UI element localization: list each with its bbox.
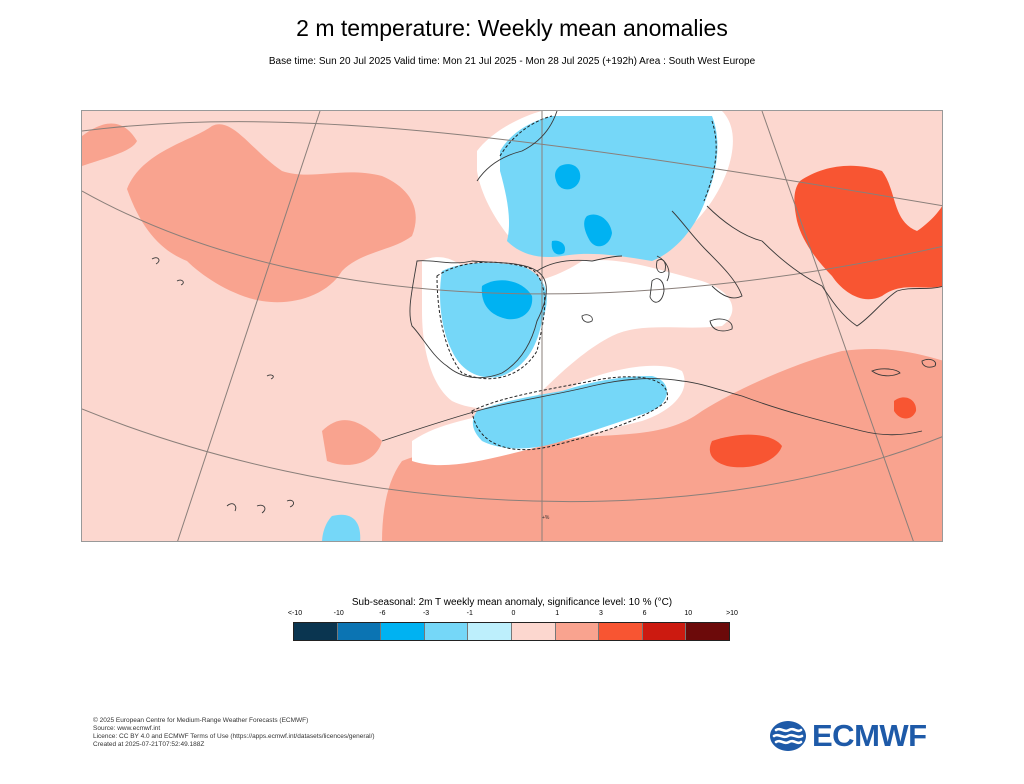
legend-bin: [555, 623, 600, 640]
ecmwf-logo-icon: [770, 721, 806, 751]
map-point-label: +%: [542, 515, 550, 521]
coastline-sicily: [709, 318, 733, 332]
cool-region-north-africa: [472, 376, 667, 449]
cool-core-france-1: [555, 164, 581, 190]
legend-bin: [468, 623, 512, 640]
legend-bin: [511, 623, 556, 640]
graticule-lon-east: [761, 111, 914, 541]
coastline-cyprus: [921, 358, 937, 368]
coastline-north-africa: [381, 378, 923, 442]
cool-core-france-2: [584, 214, 612, 247]
legend-tick-label: 3: [598, 610, 603, 617]
graticule-lat-south: [82, 408, 942, 503]
coastline-crete: [871, 368, 901, 377]
coastline-iberia: [409, 260, 547, 379]
coastline-balkans: [761, 240, 942, 327]
legend-tick-label: 1: [555, 610, 560, 617]
coastline-mallorca: [581, 314, 593, 323]
legend-tick-label: -3: [422, 610, 430, 617]
graticule-lat-mid: [82, 190, 942, 295]
legend-colorbar: [293, 622, 730, 641]
legend-bin: [686, 623, 729, 640]
legend-tick-label: 6: [642, 610, 647, 617]
coastline-canary-islands: [226, 499, 294, 514]
coastline-adriatic: [706, 205, 763, 242]
ecmwf-logo-text: ECMWF: [812, 718, 927, 753]
legend-tick-label: 10: [684, 610, 693, 617]
atlantic-warm-region: [127, 124, 416, 303]
libya-warm-patch: [709, 434, 782, 468]
coastline-france: [476, 111, 623, 272]
legend-tick-label: -10: [333, 610, 344, 617]
legend-bin: [337, 623, 382, 640]
cool-core-central-france: [551, 240, 566, 255]
footer-created: Created at 2025-07-21T07:52:49.188Z: [93, 741, 205, 748]
map-panel: +%: [81, 110, 943, 542]
legend-title: Sub-seasonal: 2m T weekly mean anomaly, …: [351, 597, 673, 608]
chart-subtitle: Base time: Sun 20 Jul 2025 Valid time: M…: [268, 56, 756, 67]
legend-tick-label: -6: [379, 610, 386, 617]
cool-region-france-germany: [500, 116, 718, 261]
east-med-warm-patch: [894, 397, 917, 419]
significance-contour-north: [499, 115, 717, 202]
cool-region-morocco-coast: [322, 514, 361, 541]
graticule-lon-west: [177, 111, 321, 541]
footer-source: Source: www.ecmwf.int: [93, 725, 161, 732]
coastline-sardinia: [649, 278, 665, 303]
cool-core-iberia: [481, 280, 533, 320]
legend-bin: [294, 623, 338, 640]
legend-bin: [599, 623, 643, 640]
coastline-italy: [656, 210, 743, 299]
legend-tick-label: 0: [511, 610, 516, 617]
coastline-corsica: [656, 259, 666, 273]
footer-copyright: © 2025 European Centre for Medium-Range …: [93, 717, 309, 724]
legend-tick-label: -1: [466, 610, 473, 617]
balkans-warm-region: [794, 165, 942, 300]
legend-tick-label: <-10: [287, 610, 303, 617]
legend-bin: [424, 623, 469, 640]
chart-title: 2 m temperature: Weekly mean anomalies: [296, 15, 728, 41]
graticule: [82, 111, 942, 541]
legend-ticks: <-10 -10 -6 -3 -1 0 1 3 6 10 >10: [0, 610, 1024, 622]
legend-bin: [642, 623, 687, 640]
anomaly-map: +%: [82, 111, 942, 541]
coastlines: [151, 111, 942, 514]
legend-tick-label: >10: [726, 610, 738, 617]
north-africa-warm-region: [382, 349, 942, 541]
footer-credits: © 2025 European Centre for Medium-Range …: [93, 717, 375, 749]
graticule-lat-north: [82, 121, 942, 207]
ecmwf-logo: ECMWF: [768, 716, 927, 756]
atlantic-coast-warm: [322, 420, 382, 465]
significance-contour-africa: [471, 376, 668, 451]
legend-bin: [381, 623, 425, 640]
footer-licence: Licence: CC BY 4.0 and ECMWF Terms of Us…: [93, 733, 375, 740]
atlantic-warm-strip: [82, 123, 137, 166]
coastline-azores: [151, 257, 274, 380]
